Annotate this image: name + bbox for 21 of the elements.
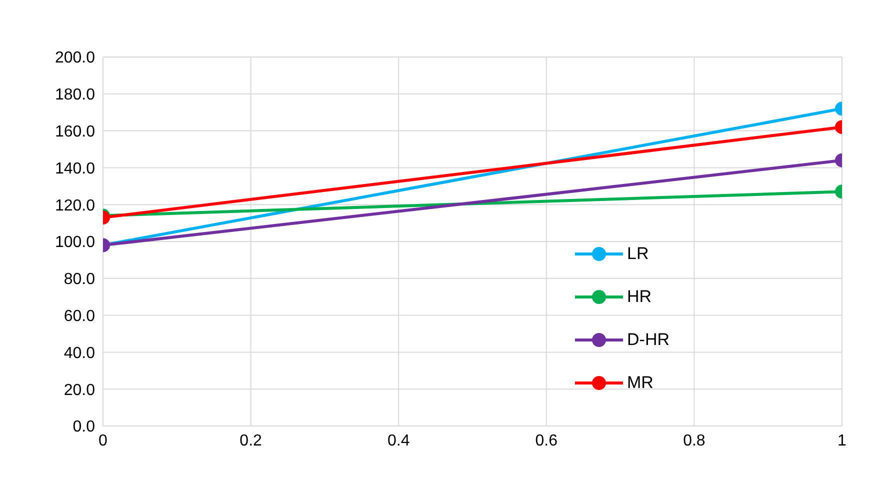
x-tick-label: 1 <box>838 432 847 450</box>
y-tick-label: 80.0 <box>64 271 96 288</box>
legend-label: HR <box>627 286 652 306</box>
x-tick-label: 0.2 <box>240 432 262 450</box>
y-tick-label: 40.0 <box>64 344 96 362</box>
y-tick-label: 0.0 <box>72 418 96 436</box>
x-tick-label: 0.6 <box>535 432 558 450</box>
y-tick-label: 20.0 <box>64 382 96 399</box>
y-tick-label: 100.0 <box>54 234 96 252</box>
legend-label: LR <box>627 244 649 264</box>
y-tick-label: 160.0 <box>54 123 96 140</box>
y-tick-label: 60.0 <box>64 308 96 325</box>
y-tick-label: 200.0 <box>54 50 96 67</box>
legend-label: D-HR <box>627 330 670 350</box>
y-tick-label: 140.0 <box>54 160 96 178</box>
x-tick-label: 0 <box>98 432 108 450</box>
y-tick-label: 120.0 <box>54 197 96 214</box>
x-tick-label: 0.8 <box>683 432 706 450</box>
legend-label: MR <box>627 372 654 392</box>
x-tick-label: 0.4 <box>387 432 410 450</box>
y-tick-label: 180.0 <box>54 86 96 104</box>
